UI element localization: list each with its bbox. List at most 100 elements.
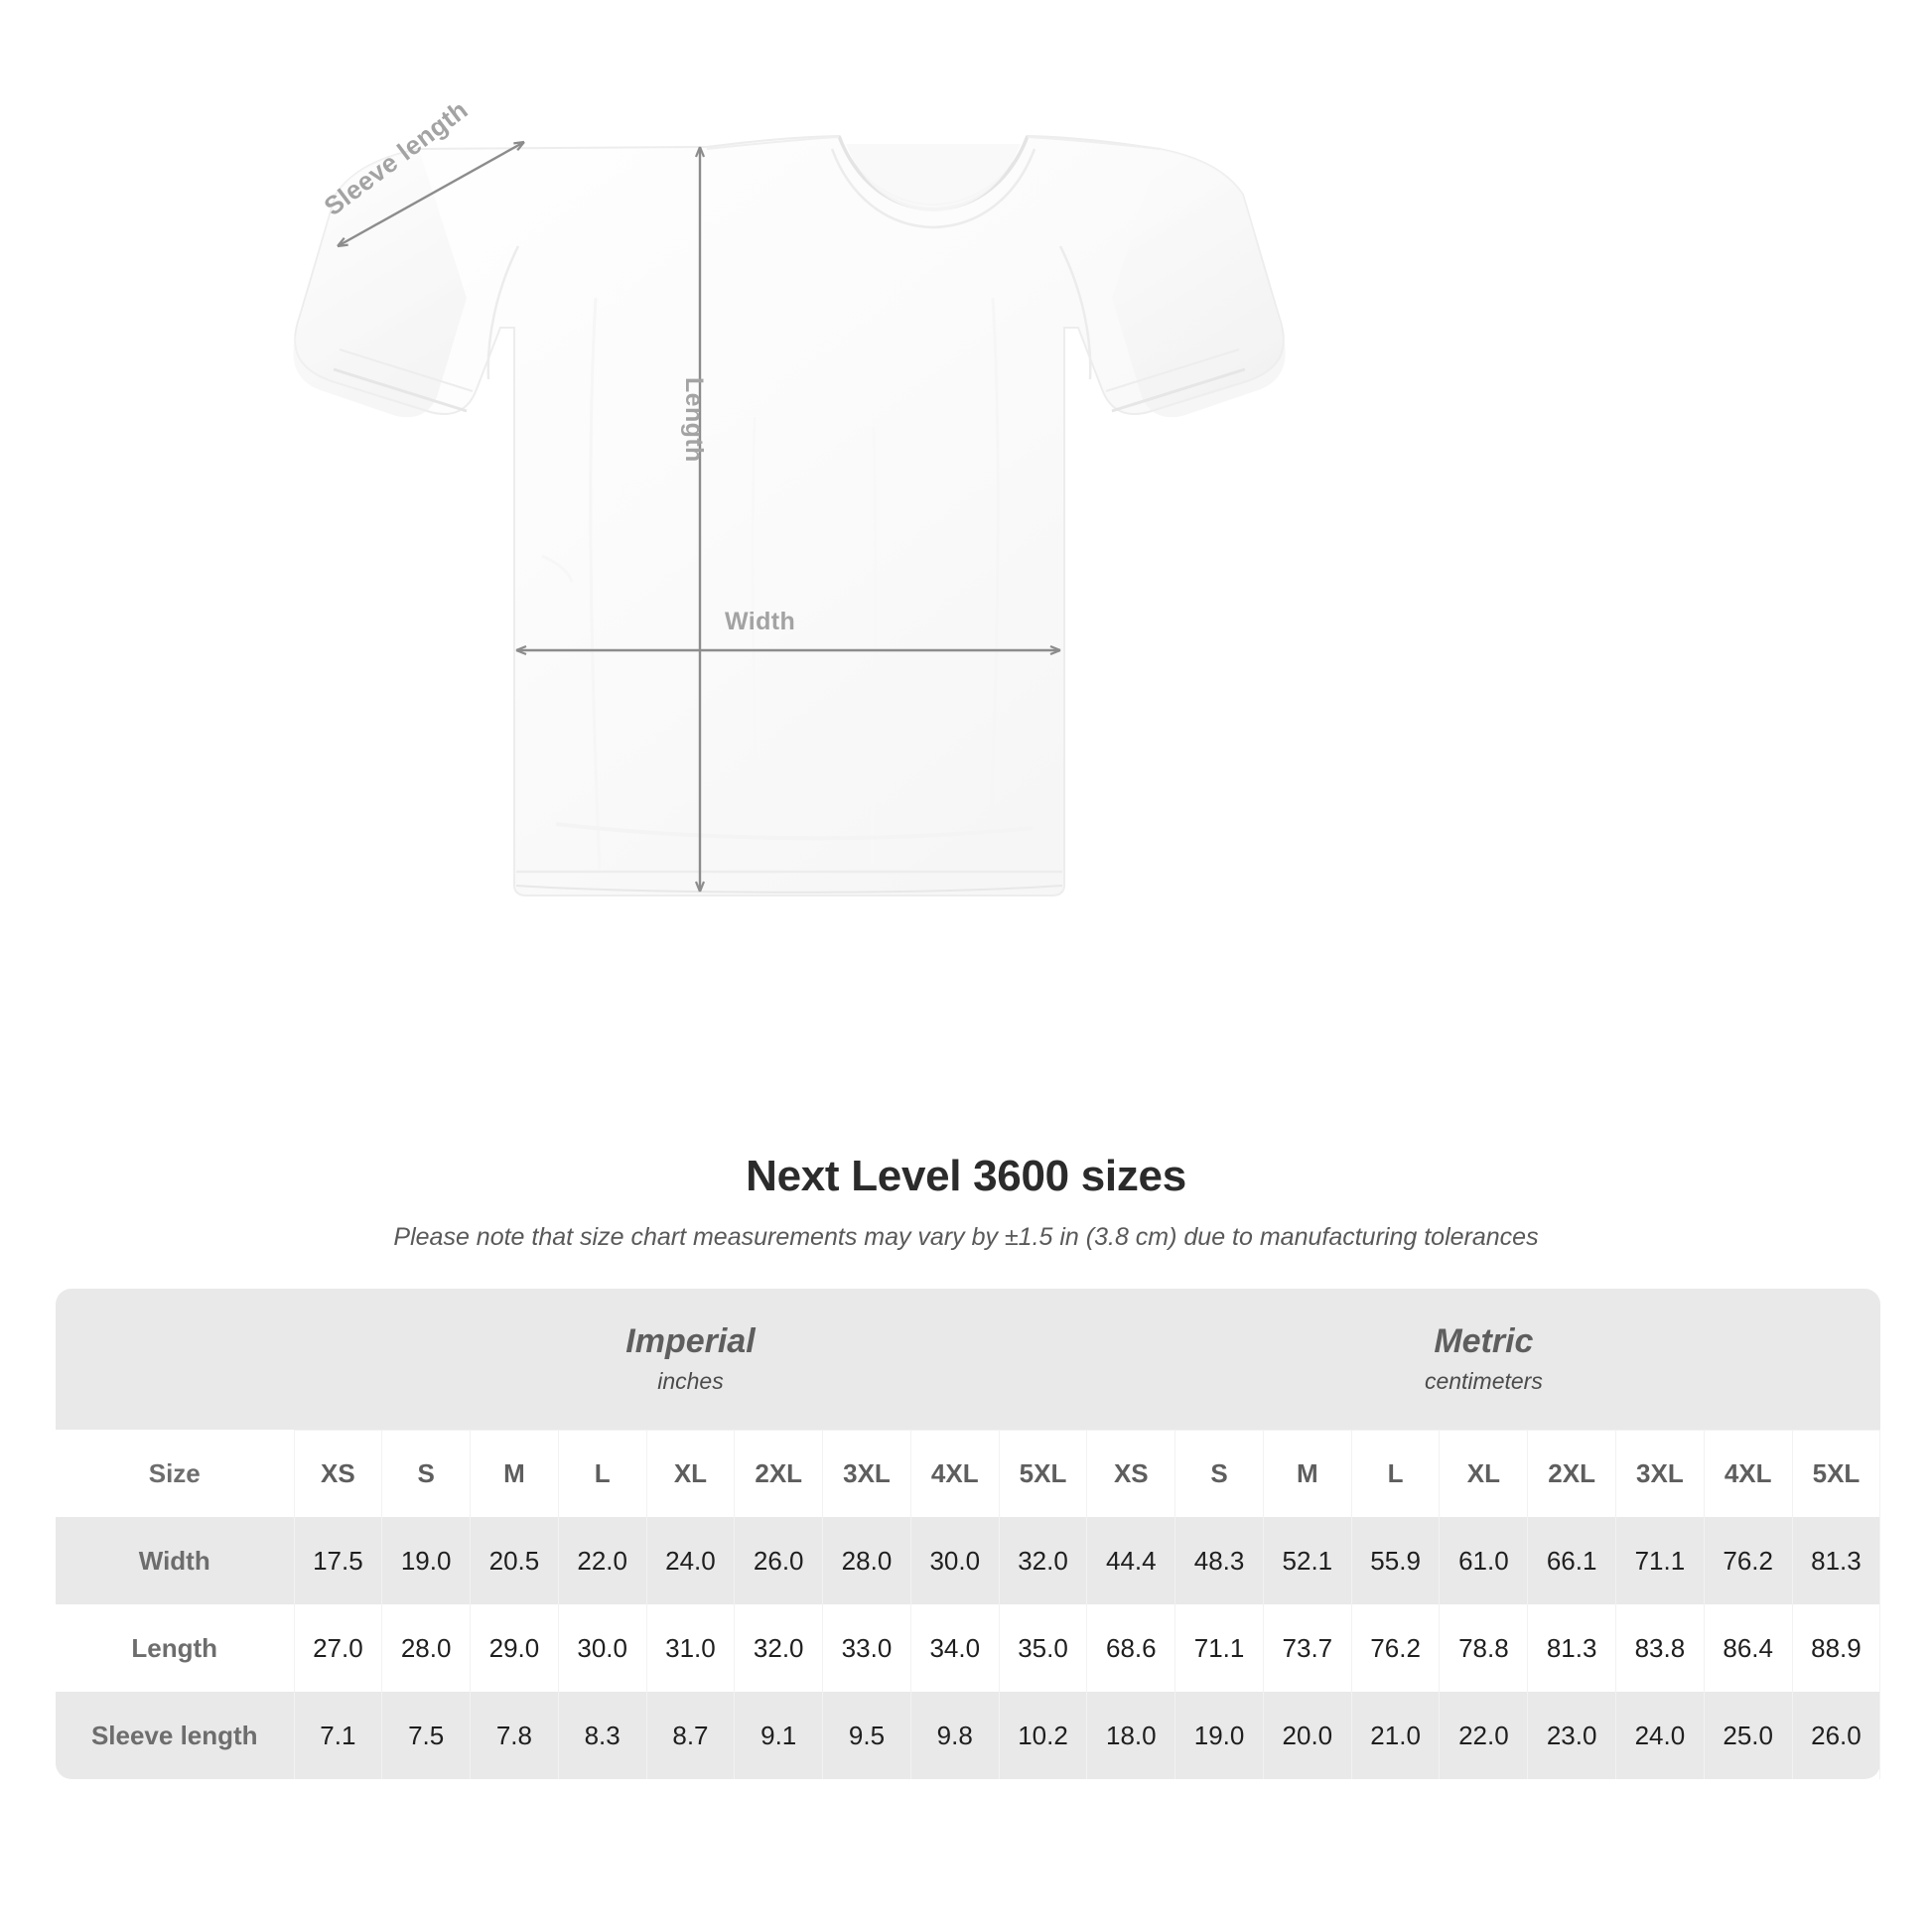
- table-row: Sleeve length 7.1 7.5 7.8 8.3 8.7 9.1 9.5 9.8 10.…: [56, 1692, 1881, 1779]
- measurement-cell: 73.7: [1262, 1604, 1352, 1692]
- measurement-cell: 7.5: [381, 1692, 472, 1779]
- size-column-header: XS: [293, 1429, 383, 1517]
- measurement-cell: 24.0: [645, 1517, 736, 1604]
- measurement-cell: 18.0: [1086, 1692, 1176, 1779]
- size-column-header: M: [1262, 1429, 1352, 1517]
- row-header-length: Length: [56, 1604, 294, 1692]
- measurement-cell: 17.5: [293, 1517, 383, 1604]
- table-row: Width 17.5 19.0 20.5 22.0 24.0 26.0 28.0 30.0 32.…: [56, 1517, 1881, 1604]
- measurement-cell: 32.0: [998, 1517, 1088, 1604]
- measurement-cell: 19.0: [381, 1517, 472, 1604]
- measurement-cell: 28.0: [822, 1517, 911, 1604]
- measurement-cell: 26.0: [1791, 1692, 1881, 1779]
- size-column-header: M: [470, 1429, 559, 1517]
- measurement-cell: 88.9: [1791, 1604, 1881, 1692]
- unit-subtitle: inches: [657, 1367, 724, 1394]
- size-column-header: 4XL: [909, 1429, 1000, 1517]
- size-column-header: 5XL: [1791, 1429, 1881, 1517]
- size-header-row: Size XS S M L XL 2XL 3XL 4XL 5XL XS S M L XL 2XL 3XL 4XL 5…: [56, 1429, 1881, 1517]
- measurement-cell: 22.0: [557, 1517, 647, 1604]
- unit-name: Imperial: [625, 1321, 756, 1360]
- measurement-cell: 32.0: [734, 1604, 824, 1692]
- measurement-cell: 27.0: [293, 1604, 383, 1692]
- unit-header-imperial: Imperial inches: [294, 1289, 1087, 1430]
- measurement-cell: 34.0: [909, 1604, 1000, 1692]
- measurement-cell: 76.2: [1703, 1517, 1793, 1604]
- measurement-cell: 24.0: [1615, 1692, 1705, 1779]
- size-column-header: XL: [1439, 1429, 1529, 1517]
- page-title: Next Level 3600 sizes: [746, 1152, 1186, 1200]
- size-column-header: 4XL: [1703, 1429, 1793, 1517]
- unit-subtitle: centimeters: [1424, 1367, 1543, 1394]
- tolerance-note: Please note that size chart measurements…: [393, 1223, 1539, 1251]
- size-column-header: L: [557, 1429, 647, 1517]
- measurement-cell: 33.0: [822, 1604, 911, 1692]
- size-chart-table-wrapper: Imperial inches Metric centimeters Size XS S M L…: [56, 1289, 1881, 1779]
- length-label: Length: [680, 377, 708, 463]
- size-column-header: XL: [645, 1429, 736, 1517]
- width-label: Width: [725, 608, 796, 635]
- size-column-header: 5XL: [998, 1429, 1088, 1517]
- unit-header-metric: Metric centimeters: [1086, 1289, 1880, 1430]
- measurement-cell: 9.5: [822, 1692, 911, 1779]
- measurement-cell: 26.0: [734, 1517, 824, 1604]
- measurement-cell: 23.0: [1527, 1692, 1617, 1779]
- measurement-cell: 8.7: [645, 1692, 736, 1779]
- measurement-cell: 48.3: [1174, 1517, 1264, 1604]
- measurement-cell: 19.0: [1174, 1692, 1264, 1779]
- row-header-size: Size: [56, 1430, 294, 1517]
- size-column-header: L: [1350, 1429, 1441, 1517]
- measurement-cell: 71.1: [1615, 1517, 1705, 1604]
- measurement-cell: 61.0: [1439, 1517, 1529, 1604]
- size-column-header: 3XL: [1615, 1429, 1705, 1517]
- measurement-cell: 7.1: [293, 1692, 383, 1779]
- size-column-header: 2XL: [1527, 1429, 1617, 1517]
- measurement-cell: 66.1: [1527, 1517, 1617, 1604]
- measurement-cell: 28.0: [381, 1604, 472, 1692]
- measurement-cell: 71.1: [1174, 1604, 1264, 1692]
- measurement-cell: 8.3: [557, 1692, 647, 1779]
- measurement-cell: 78.8: [1439, 1604, 1529, 1692]
- size-chart-table: Imperial inches Metric centimeters Size XS S M L…: [56, 1289, 1881, 1779]
- measurement-cell: 81.3: [1791, 1517, 1881, 1604]
- size-column-header: XS: [1086, 1429, 1176, 1517]
- measurement-arrows: [338, 142, 1060, 892]
- measurement-cell: 20.5: [470, 1517, 559, 1604]
- unit-name: Metric: [1434, 1321, 1534, 1360]
- measurement-cell: 31.0: [645, 1604, 736, 1692]
- measurement-cell: 55.9: [1350, 1517, 1441, 1604]
- sleeve-length-arrow: [338, 142, 524, 246]
- measurement-cell: 9.8: [909, 1692, 1000, 1779]
- measurement-cell: 30.0: [909, 1517, 1000, 1604]
- measurement-cell: 29.0: [470, 1604, 559, 1692]
- unit-header-row: Imperial inches Metric centimeters: [56, 1289, 1880, 1430]
- measurement-cell: 76.2: [1350, 1604, 1441, 1692]
- tshirt-measurement-diagram: Sleeve length Length Width: [293, 94, 1286, 897]
- row-header-width: Width: [56, 1517, 294, 1604]
- measurement-cell: 20.0: [1262, 1692, 1352, 1779]
- size-column-header: S: [381, 1429, 472, 1517]
- measurement-cell: 10.2: [998, 1692, 1088, 1779]
- size-column-header: S: [1174, 1429, 1264, 1517]
- title-block: Next Level 3600 sizes Please note that s…: [0, 1152, 1932, 1252]
- shirt-shape: [293, 134, 1286, 897]
- measurement-cell: 7.8: [470, 1692, 559, 1779]
- measurement-cell: 30.0: [557, 1604, 647, 1692]
- measurement-cell: 44.4: [1086, 1517, 1176, 1604]
- measurement-cell: 83.8: [1615, 1604, 1705, 1692]
- measurement-cell: 22.0: [1439, 1692, 1529, 1779]
- table-row: Length 27.0 28.0 29.0 30.0 31.0 32.0 33.0 34.0 35…: [56, 1604, 1881, 1692]
- row-header-sleeve-length: Sleeve length: [56, 1692, 294, 1779]
- size-column-header: 3XL: [822, 1429, 911, 1517]
- tshirt-illustration-svg: [293, 134, 1286, 897]
- size-column-header: 2XL: [734, 1429, 824, 1517]
- unit-header-spacer: [56, 1289, 294, 1430]
- measurement-cell: 9.1: [734, 1692, 824, 1779]
- measurement-cell: 68.6: [1086, 1604, 1176, 1692]
- measurement-cell: 81.3: [1527, 1604, 1617, 1692]
- measurement-cell: 86.4: [1703, 1604, 1793, 1692]
- measurement-cell: 25.0: [1703, 1692, 1793, 1779]
- measurement-cell: 52.1: [1262, 1517, 1352, 1604]
- measurement-cell: 35.0: [998, 1604, 1088, 1692]
- measurement-cell: 21.0: [1350, 1692, 1441, 1779]
